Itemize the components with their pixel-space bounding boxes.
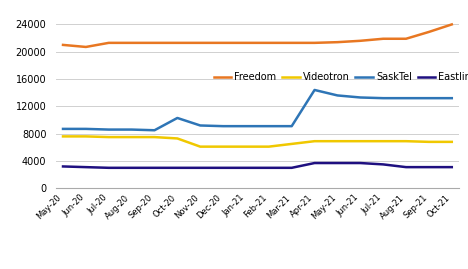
Eastlink [358,161,363,165]
Eastlink [266,166,271,169]
Videotron [335,140,340,143]
Line: Eastlink: Eastlink [63,163,452,168]
Freedom [358,39,363,43]
Line: Freedom: Freedom [63,24,452,47]
Videotron [60,135,66,138]
SaskTel [175,116,180,120]
Eastlink [312,161,317,165]
Videotron [106,136,111,139]
Eastlink [380,163,386,166]
SaskTel [83,127,89,130]
SaskTel [380,97,386,100]
Videotron [152,136,157,139]
Line: Videotron: Videotron [63,136,452,147]
Videotron [220,145,226,148]
Eastlink [60,165,66,168]
Freedom [312,41,317,44]
SaskTel [312,88,317,91]
Freedom [449,23,454,26]
Eastlink [403,165,409,169]
Eastlink [106,166,111,169]
SaskTel [403,97,409,100]
Eastlink [197,166,203,169]
SaskTel [266,125,271,128]
SaskTel [60,127,66,130]
Freedom [129,41,134,44]
Videotron [83,135,89,138]
Videotron [175,137,180,140]
Videotron [129,136,134,139]
Videotron [380,140,386,143]
Freedom [426,30,431,34]
Videotron [312,140,317,143]
Eastlink [129,166,134,169]
Freedom [289,41,294,44]
Freedom [152,41,157,44]
Eastlink [220,166,226,169]
Videotron [289,142,294,146]
SaskTel [220,125,226,128]
Freedom [197,41,203,44]
Freedom [83,45,89,49]
Eastlink [335,161,340,165]
Freedom [335,41,340,44]
Videotron [426,140,431,143]
SaskTel [358,96,363,99]
SaskTel [243,125,249,128]
Videotron [403,140,409,143]
Videotron [197,145,203,148]
SaskTel [152,129,157,132]
Eastlink [449,165,454,169]
SaskTel [335,94,340,97]
Freedom [175,41,180,44]
Eastlink [152,166,157,169]
Videotron [358,140,363,143]
Eastlink [175,166,180,169]
Videotron [449,140,454,143]
SaskTel [289,125,294,128]
Line: SaskTel: SaskTel [63,90,452,130]
SaskTel [426,97,431,100]
Videotron [243,145,249,148]
SaskTel [449,97,454,100]
Videotron [266,145,271,148]
Freedom [60,43,66,47]
Freedom [220,41,226,44]
Legend: Freedom, Videotron, SaskTel, Eastlink: Freedom, Videotron, SaskTel, Eastlink [214,72,468,82]
Freedom [106,41,111,44]
Freedom [243,41,249,44]
SaskTel [106,128,111,131]
SaskTel [197,124,203,127]
Eastlink [289,166,294,169]
Eastlink [83,165,89,169]
SaskTel [129,128,134,131]
Freedom [380,37,386,40]
Eastlink [426,165,431,169]
Freedom [403,37,409,40]
Freedom [266,41,271,44]
Eastlink [243,166,249,169]
